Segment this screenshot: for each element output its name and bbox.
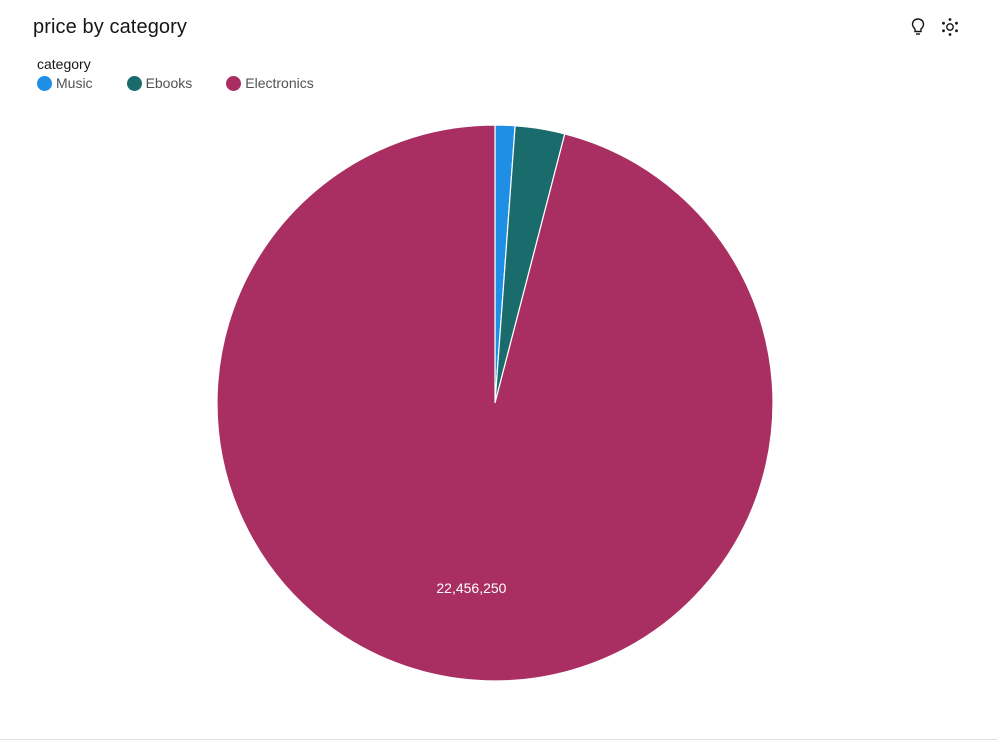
legend-item-music[interactable]: Music xyxy=(37,75,93,91)
insights-button[interactable] xyxy=(907,17,929,42)
legend-label-ebooks: Ebooks xyxy=(145,75,193,91)
lightbulb-icon xyxy=(909,17,927,42)
legend-swatch-ebooks xyxy=(126,75,142,91)
legend-swatch-electronics xyxy=(226,75,242,91)
legend-item-ebooks[interactable]: Ebooks xyxy=(126,75,193,91)
pie-slice-electronics[interactable] xyxy=(216,124,774,682)
chart-title: price by category xyxy=(33,16,187,38)
data-label-electronics: 22,456,250 xyxy=(436,580,506,596)
legend-title: category xyxy=(37,56,91,72)
chart-toolbar xyxy=(907,17,961,42)
legend: category Music Ebooks Electronics xyxy=(37,56,348,91)
legend-swatch-music xyxy=(37,75,52,91)
legend-label-electronics: Electronics xyxy=(245,75,314,91)
legend-label-music: Music xyxy=(56,75,93,91)
explore-button[interactable] xyxy=(939,17,961,42)
legend-item-electronics[interactable]: Electronics xyxy=(226,75,314,91)
legend-items: Music Ebooks Electronics xyxy=(37,75,348,91)
dots-cluster-icon xyxy=(940,17,960,42)
